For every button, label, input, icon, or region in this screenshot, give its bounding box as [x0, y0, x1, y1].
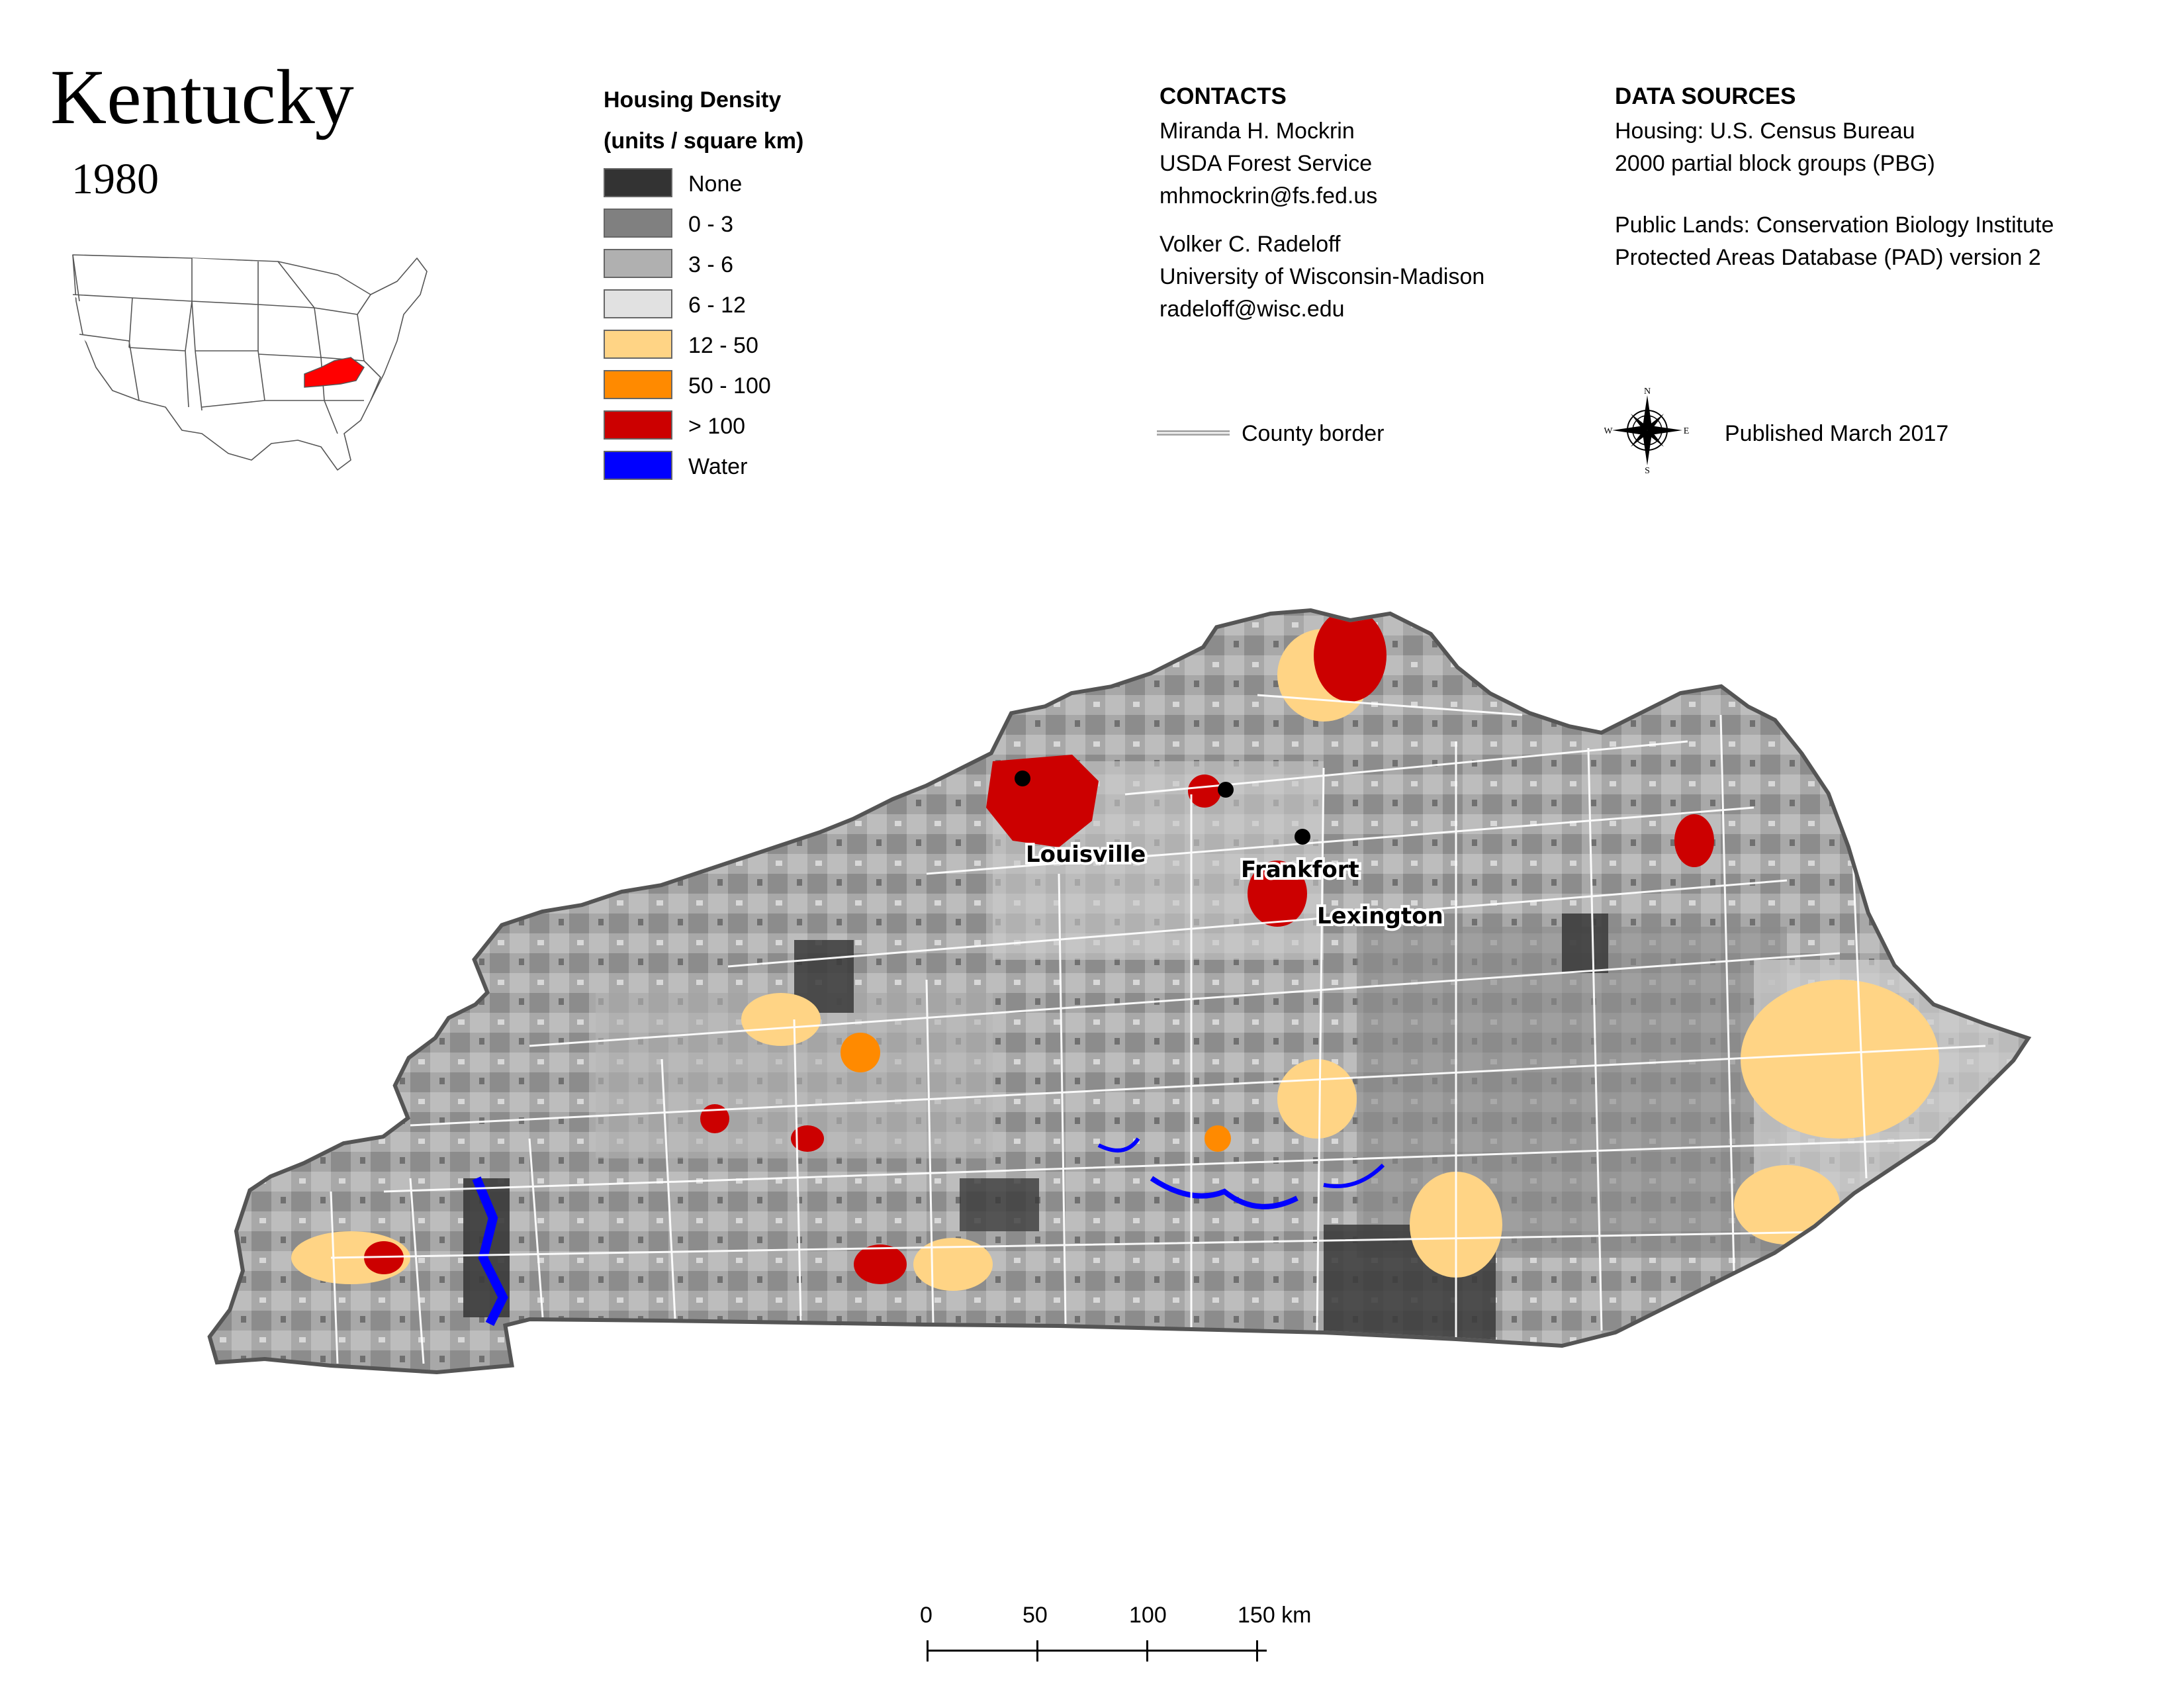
scale-line — [927, 1650, 1267, 1652]
scale-label-100: 100 — [1129, 1603, 1167, 1628]
legend-label: Water — [688, 454, 748, 479]
contact2-org: University of Wisconsin-Madison — [1160, 264, 1485, 289]
scale-label-0: 0 — [920, 1603, 933, 1628]
scale-tick — [1036, 1640, 1038, 1662]
city-label-louisville: Louisville — [1026, 841, 1146, 868]
legend-label: 6 - 12 — [688, 293, 746, 318]
scale-label-150: 150 km — [1238, 1603, 1312, 1628]
legend-swatch — [604, 330, 672, 359]
legend-row: 50 - 100 — [604, 366, 948, 406]
contact1-name: Miranda H. Mockrin — [1160, 118, 1355, 144]
legend-row: 12 - 50 — [604, 326, 948, 366]
scale-tick — [1146, 1640, 1148, 1662]
scale-tick — [1256, 1640, 1258, 1662]
map-year: 1980 — [71, 155, 159, 203]
legend-swatch — [604, 209, 672, 238]
sources-lands-line1: Public Lands: Conservation Biology Insti… — [1615, 212, 2054, 238]
legend-swatch — [604, 370, 672, 399]
scale-tick — [927, 1640, 929, 1662]
compass-n: N — [1644, 387, 1651, 397]
contact1-org: USDA Forest Service — [1160, 151, 1373, 176]
city-label-lexington: Lexington — [1317, 903, 1443, 929]
legend-row: > 100 — [604, 406, 948, 447]
legend-label: 50 - 100 — [688, 373, 771, 399]
sources-lands-line2: Protected Areas Database (PAD) version 2 — [1615, 245, 2041, 270]
louisville-marker — [1015, 771, 1030, 786]
data-sources-block: DATA SOURCES Housing: U.S. Census Bureau… — [1615, 78, 2054, 274]
compass-e: E — [1684, 426, 1690, 436]
legend-swatch — [604, 289, 672, 318]
kentucky-housing-density-map: Louisville Frankfort Lexington — [132, 596, 2052, 1456]
legend-title-line2: (units / square km) — [604, 128, 804, 154]
frankfort-marker — [1218, 782, 1234, 798]
legend-title-line1: Housing Density — [604, 87, 782, 113]
legend-row: 6 - 12 — [604, 285, 948, 326]
us-locator-inset-map — [72, 254, 428, 471]
legend-row: 3 - 6 — [604, 245, 948, 285]
city-label-frankfort: Frankfort — [1241, 857, 1359, 883]
legend-swatch — [604, 249, 672, 278]
scale-label-50: 50 — [1023, 1603, 1048, 1628]
legend-label: > 100 — [688, 414, 746, 439]
county-border-label: County border — [1242, 421, 1385, 446]
contact1-email: mhmockrin@fs.fed.us — [1160, 183, 1378, 209]
contacts-heading: CONTACTS — [1160, 83, 1287, 109]
legend-row: None — [604, 164, 948, 205]
map-title: Kentucky — [50, 54, 354, 140]
city-markers: Louisville Frankfort Lexington — [1015, 771, 1446, 932]
sources-housing-line1: Housing: U.S. Census Bureau — [1615, 118, 1915, 144]
legend-swatch — [604, 410, 672, 440]
legend-label: 12 - 50 — [688, 333, 758, 358]
sources-housing-line2: 2000 partial block groups (PBG) — [1615, 151, 1935, 176]
compass-rose-icon: N S W E — [1604, 387, 1690, 473]
louisville-urban-area — [986, 755, 1099, 847]
legend-row: Water — [604, 447, 948, 487]
legend-row: 0 - 3 — [604, 205, 948, 245]
county-border-swatch — [1157, 430, 1230, 436]
legend-label: None — [688, 171, 743, 197]
contact2-name: Volker C. Radeloff — [1160, 232, 1341, 257]
lexington-marker — [1295, 829, 1310, 845]
contacts-block: CONTACTS Miranda H. Mockrin USDA Forest … — [1160, 78, 1484, 326]
lake-water — [472, 1176, 508, 1327]
compass-w: W — [1604, 426, 1613, 436]
published-date: Published March 2017 — [1725, 421, 1949, 446]
scale-bar: 0 50 100 150 km — [913, 1602, 1312, 1668]
legend-swatch — [604, 451, 672, 480]
legend-swatch — [604, 168, 672, 197]
housing-density-legend: Housing Density (units / square km) None… — [604, 79, 948, 487]
contact2-email: radeloff@wisc.edu — [1160, 297, 1345, 322]
compass-s: S — [1645, 466, 1650, 473]
legend-label: 3 - 6 — [688, 252, 734, 277]
kentucky-highlight — [304, 357, 365, 388]
legend-label: 0 - 3 — [688, 212, 734, 237]
sources-heading: DATA SOURCES — [1615, 83, 1796, 109]
